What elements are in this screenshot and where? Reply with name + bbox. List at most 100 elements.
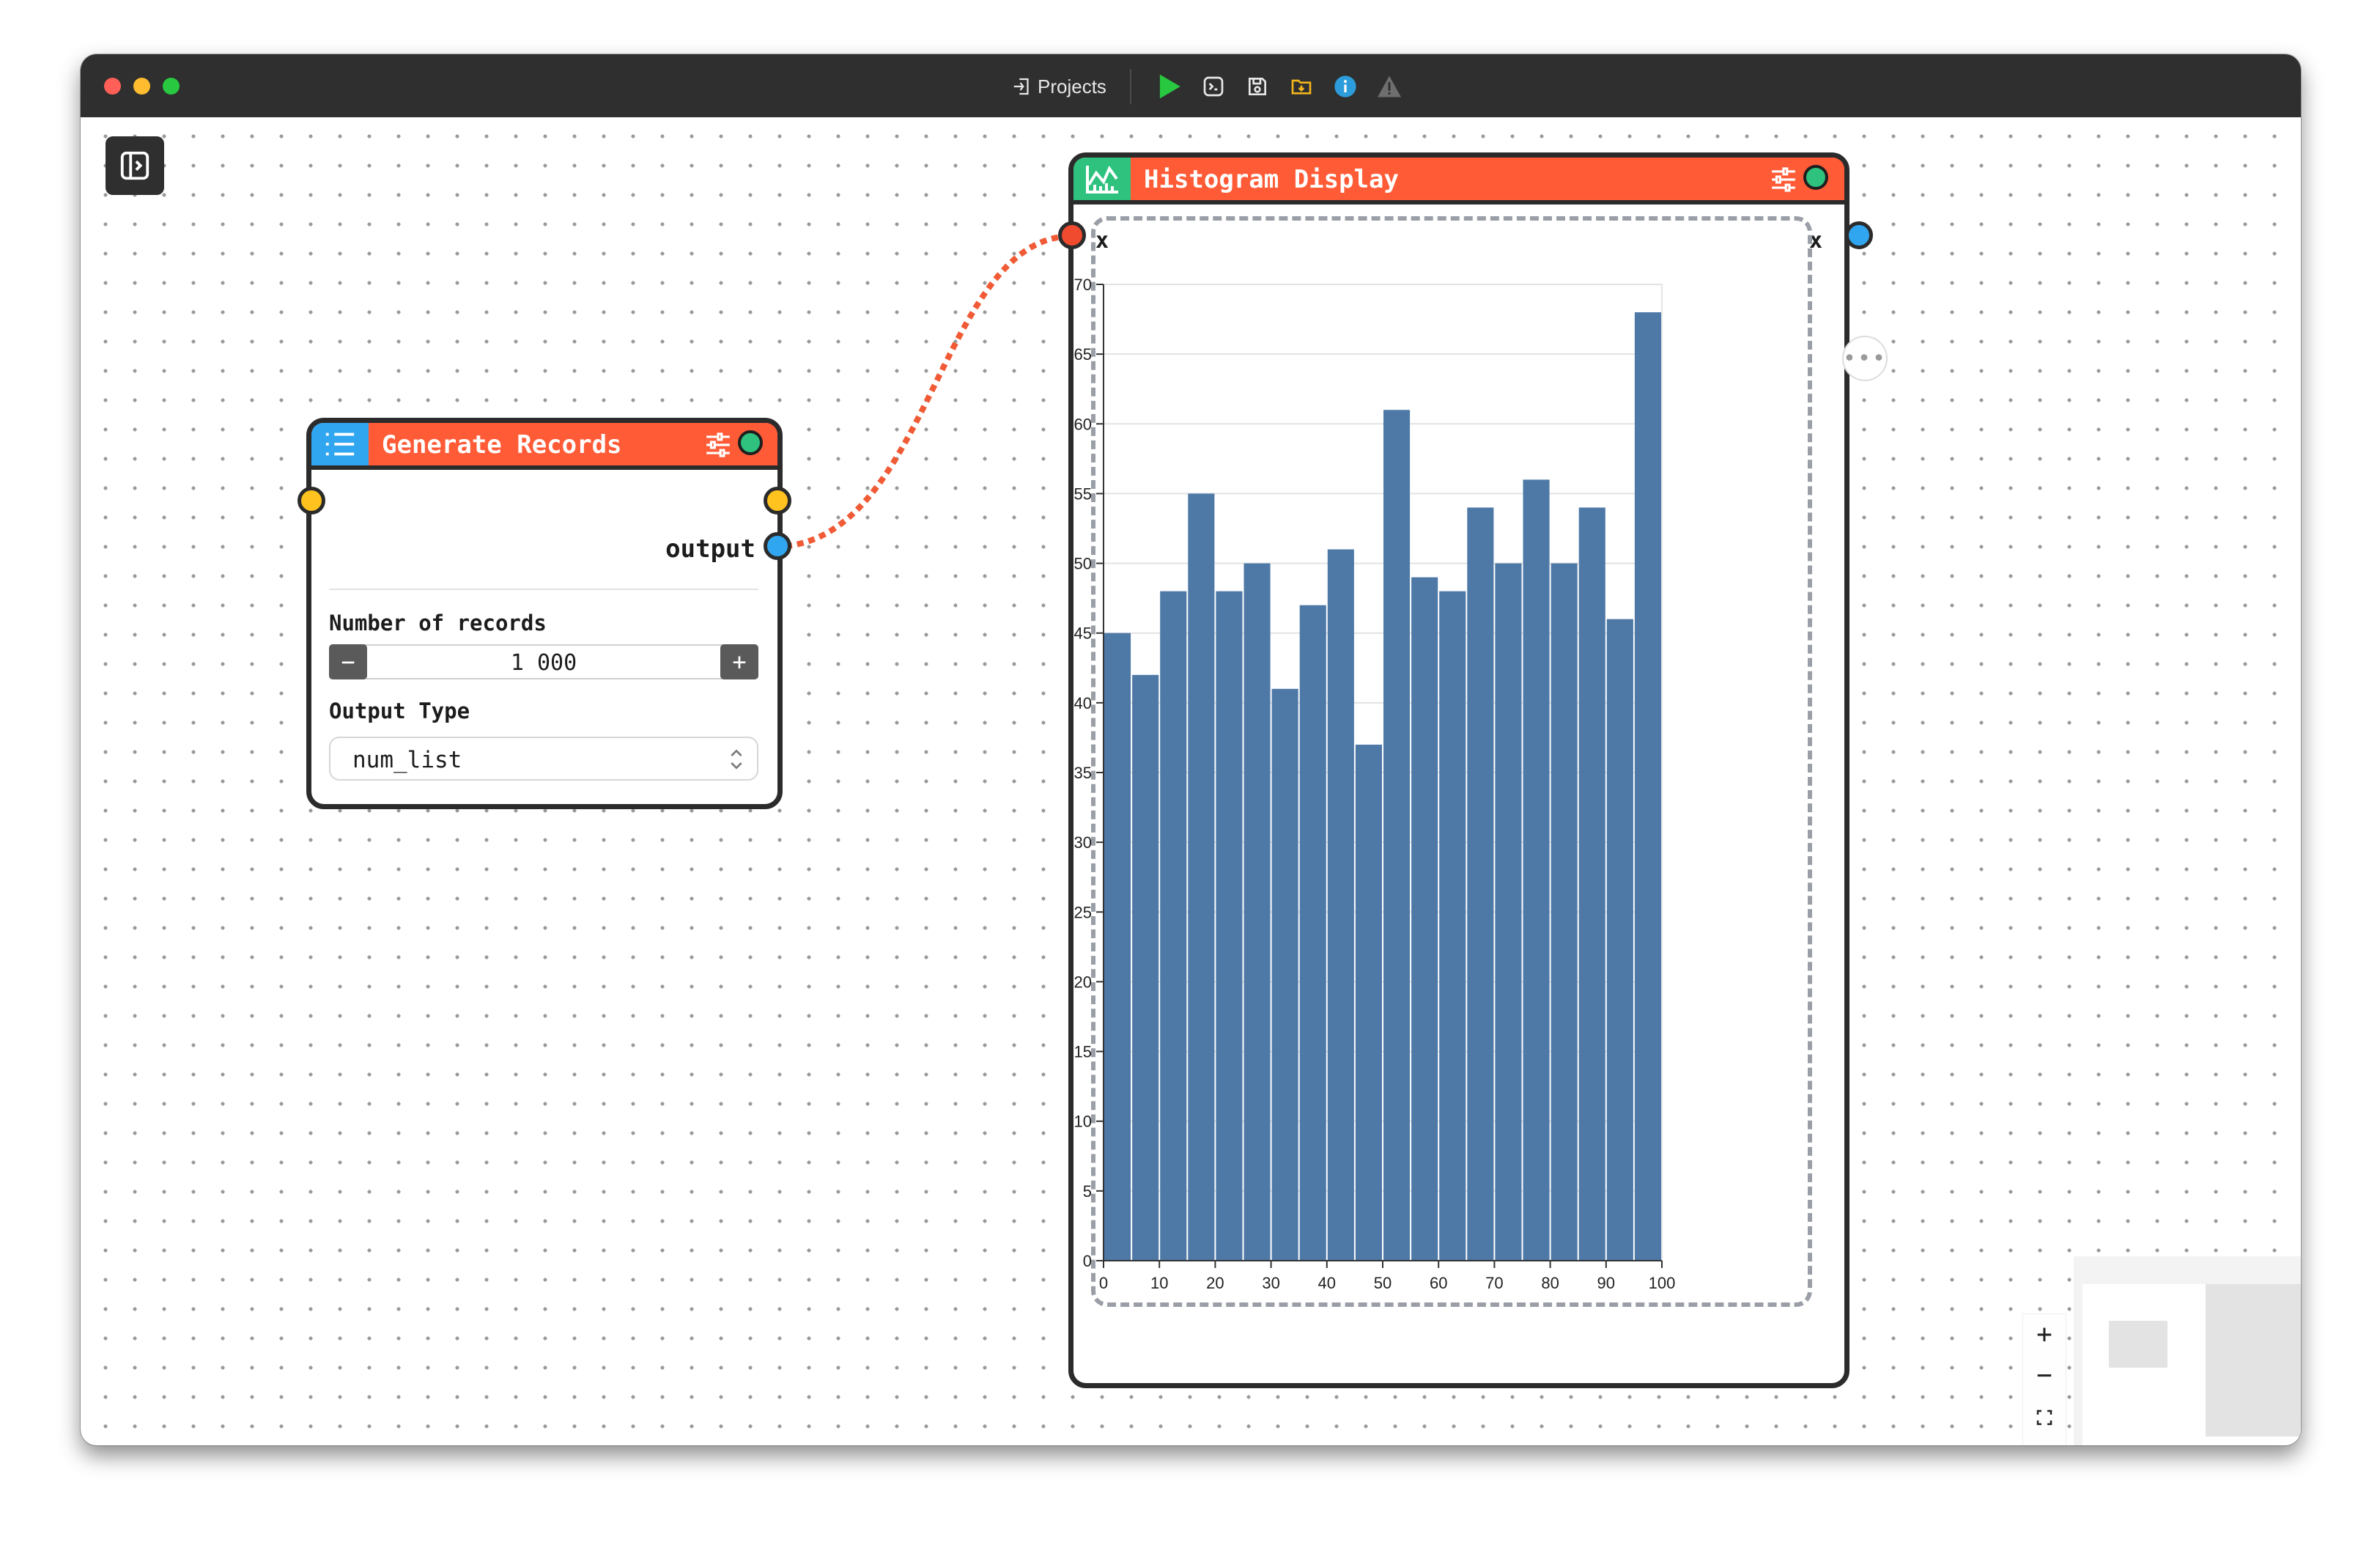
histogram-bar: [1439, 591, 1466, 1261]
histogram-bar: [1523, 479, 1550, 1261]
save-icon: [1249, 78, 1266, 95]
projects-label: Projects: [1038, 75, 1106, 97]
x-tick-label: 70: [1485, 1274, 1503, 1292]
maximize-window-button[interactable]: [163, 78, 180, 95]
node-status-indicator: [738, 430, 763, 455]
connection-edge[interactable]: [81, 54, 2301, 1445]
y-tick-label: 5: [1083, 1182, 1092, 1201]
histogram-bar: [1299, 605, 1326, 1261]
generate-records-header[interactable]: Generate Records: [311, 423, 777, 470]
play-icon: [1159, 74, 1180, 99]
histogram-chart: 0 5 10 15 20 25 30 35 40 45 50 55 60 65 70 0 10 20 30 40 50 6…: [1074, 276, 1676, 1292]
x-tick-label: 60: [1430, 1274, 1447, 1292]
chevron-up-down-icon: [731, 749, 742, 770]
y-tick-label: 50: [1074, 555, 1092, 573]
records-value[interactable]: 1 000: [510, 650, 577, 676]
projects-button[interactable]: Projects: [1011, 73, 1106, 100]
y-tick-label: 15: [1074, 1043, 1092, 1061]
node-title: Generate Records: [382, 430, 622, 460]
histogram-output-port[interactable]: [1845, 221, 1873, 249]
warning-icon: [1378, 75, 1401, 97]
settings-sliders-icon[interactable]: [704, 432, 732, 458]
input-port-label: x: [1095, 228, 1109, 254]
import-button[interactable]: [1285, 70, 1318, 103]
zoom-out-button[interactable]: −: [2036, 1360, 2052, 1390]
x-tick-label: 80: [1541, 1274, 1559, 1292]
histogram-bar: [1355, 744, 1382, 1261]
histogram-bar: [1132, 674, 1159, 1261]
histogram-bar: [1104, 633, 1131, 1261]
histogram-bar: [1606, 619, 1633, 1261]
terminal-button[interactable]: [1197, 70, 1230, 103]
toolbar-divider: [1130, 69, 1131, 104]
number-of-records-stepper[interactable]: − 1 000 +: [329, 644, 758, 679]
x-tick-label: 20: [1206, 1274, 1224, 1292]
title-bar: Projects: [81, 54, 2301, 117]
output-port-label: output: [665, 534, 755, 564]
folder-download-icon: [1291, 79, 1312, 95]
generate-output-port[interactable]: [764, 532, 791, 560]
x-tick-label: 100: [1649, 1274, 1676, 1292]
x-tick-label: 10: [1150, 1274, 1168, 1292]
histogram-bar: [1216, 591, 1243, 1261]
chart-line-icon: [1073, 158, 1131, 200]
close-window-button[interactable]: [104, 78, 121, 95]
info-icon: [1334, 75, 1356, 97]
histogram-input-port[interactable]: [1058, 221, 1086, 249]
histogram-bar: [1271, 688, 1298, 1261]
node-divider: [329, 589, 758, 590]
x-tick-label: 30: [1262, 1274, 1279, 1292]
output-port-label: x: [1808, 228, 1822, 254]
y-tick-label: 30: [1074, 833, 1092, 852]
histogram-bar: [1160, 591, 1187, 1261]
fit-view-icon: [2036, 1409, 2052, 1426]
lock-button[interactable]: [2023, 1439, 2066, 1445]
settings-sliders-icon[interactable]: [1770, 166, 1797, 193]
histogram-bar: [1467, 507, 1494, 1261]
minimap-node: [2109, 1321, 2168, 1368]
sidebar-icon: [120, 151, 149, 180]
histogram-header[interactable]: Histogram Display: [1073, 158, 1844, 204]
fit-view-button[interactable]: [2023, 1398, 2066, 1437]
zoom-in-button[interactable]: +: [2036, 1319, 2052, 1349]
histogram-bar: [1551, 563, 1578, 1261]
x-tick-label: 90: [1597, 1274, 1615, 1292]
generate-trigger-port[interactable]: [764, 487, 791, 515]
histogram-bar: [1327, 549, 1354, 1261]
y-tick-label: 70: [1074, 276, 1092, 294]
y-tick-label: 60: [1074, 415, 1092, 433]
warning-button[interactable]: [1373, 70, 1405, 103]
y-tick-label: 0: [1083, 1252, 1092, 1270]
minimize-window-button[interactable]: [133, 78, 150, 95]
minimap-node: [2206, 1284, 2301, 1437]
generate-input-port[interactable]: [298, 487, 325, 515]
minimap-viewport: [2082, 1284, 2301, 1445]
y-tick-label: 40: [1074, 694, 1092, 712]
login-icon: [1013, 78, 1029, 95]
generate-records-node[interactable]: Generate Records output Number of record…: [306, 418, 783, 809]
canvas-controls: + −: [2022, 1313, 2066, 1445]
app-window: Projects: [81, 54, 2301, 1445]
y-tick-label: 65: [1074, 345, 1092, 364]
info-button[interactable]: [1329, 70, 1361, 103]
histogram-bar: [1243, 563, 1271, 1261]
more-options-button[interactable]: •••: [1842, 336, 1888, 381]
y-tick-label: 35: [1074, 764, 1092, 782]
save-button[interactable]: [1241, 70, 1274, 103]
histogram-bar: [1578, 507, 1605, 1261]
terminal-icon: [1203, 76, 1224, 97]
list-icon: [311, 423, 369, 465]
decrement-button[interactable]: −: [329, 644, 367, 679]
node-title: Histogram Display: [1144, 165, 1399, 194]
sidebar-toggle-button[interactable]: [106, 136, 164, 195]
output-type-select[interactable]: num_list: [329, 737, 758, 781]
x-tick-label: 0: [1099, 1274, 1108, 1292]
histogram-bar: [1411, 577, 1438, 1261]
minimap[interactable]: [2074, 1256, 2301, 1445]
number-of-records-label: Number of records: [329, 611, 547, 635]
increment-button[interactable]: +: [720, 644, 758, 679]
histogram-bar: [1634, 312, 1661, 1261]
x-tick-label: 50: [1374, 1274, 1392, 1292]
x-tick-label: 40: [1318, 1274, 1336, 1292]
run-button[interactable]: [1153, 70, 1186, 103]
